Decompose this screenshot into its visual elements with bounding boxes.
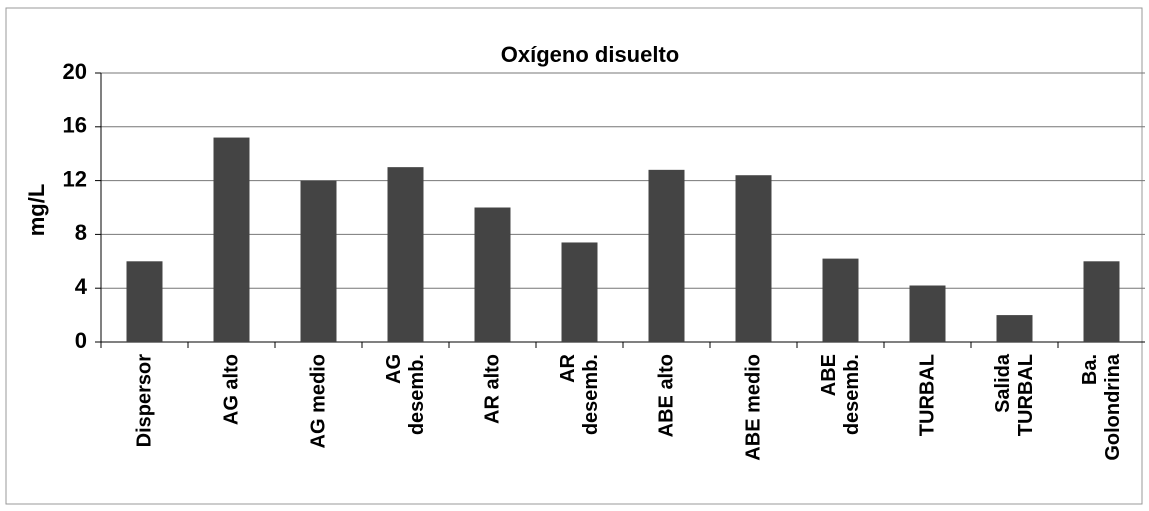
bar	[213, 137, 250, 342]
bar	[387, 167, 424, 342]
x-tick-label: ABE medio	[742, 354, 764, 461]
y-tick-label: 20	[63, 59, 87, 84]
chart-frame	[5, 7, 1143, 505]
chart-title: Oxígeno disuelto	[501, 42, 679, 67]
x-tick-label: TURBAL	[916, 354, 938, 437]
x-tick-label: Ba. Golondrina	[1078, 354, 1124, 461]
bar	[474, 207, 511, 342]
x-tick-label: Dispersor	[133, 354, 155, 448]
bar	[126, 261, 163, 342]
y-tick-label: 12	[63, 166, 87, 191]
bar	[561, 242, 598, 342]
x-tick-label: ABE alto	[655, 354, 677, 438]
y-tick-label: 0	[75, 328, 87, 353]
bar	[996, 315, 1033, 342]
y-tick-label: 8	[75, 220, 87, 245]
x-tick-label: AG medio	[307, 354, 329, 449]
bar	[735, 175, 772, 342]
bar	[822, 258, 859, 342]
y-tick-label: 16	[63, 113, 87, 138]
x-tick-label: ABE desemb.	[817, 354, 863, 436]
x-tick-label: AG desemb.	[382, 354, 428, 436]
bar	[648, 169, 685, 342]
y-tick-label: 4	[75, 274, 88, 299]
x-tick-label: AR desemb.	[556, 354, 602, 436]
x-tick-label: Salida TURBAL	[991, 354, 1037, 437]
bar	[300, 180, 337, 342]
bar	[909, 285, 946, 342]
x-tick-label: AR alto	[481, 354, 503, 424]
y-axis-label: mg/L	[24, 184, 49, 237]
bar	[1083, 261, 1120, 342]
x-tick-label: AG alto	[220, 354, 242, 426]
